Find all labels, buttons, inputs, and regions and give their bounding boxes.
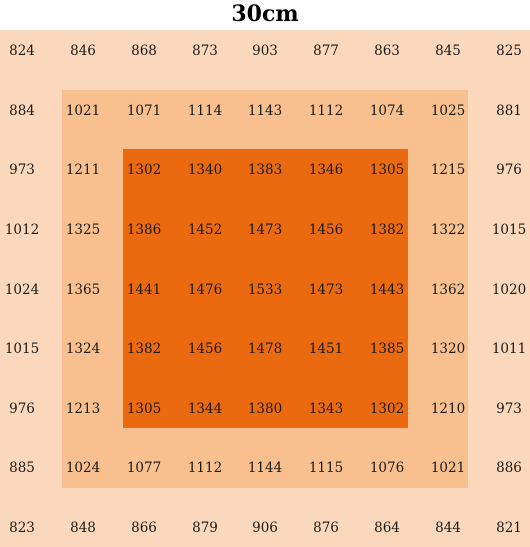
grid-cell: 1385	[369, 341, 405, 357]
grid-cell: 1011	[491, 341, 527, 357]
grid-cell: 1015	[491, 222, 527, 238]
grid-cell: 1362	[430, 282, 466, 298]
grid-cell: 1143	[247, 103, 283, 119]
grid-cell: 1077	[126, 460, 162, 476]
grid-cell: 1302	[369, 401, 405, 417]
grid-cell: 1215	[430, 162, 466, 178]
grid-cell: 1320	[430, 341, 466, 357]
grid-cell: 881	[496, 103, 522, 119]
grid-cell: 868	[131, 43, 157, 59]
grid-cell: 1451	[308, 341, 344, 357]
grid-cell: 1076	[369, 460, 405, 476]
grid-cell: 1325	[65, 222, 101, 238]
grid-cell: 824	[9, 43, 35, 59]
grid-cell: 1476	[187, 282, 223, 298]
grid-cell: 1456	[308, 222, 344, 238]
grid-cell: 1473	[247, 222, 283, 238]
grid-cell: 866	[131, 520, 157, 536]
grid-cell: 976	[496, 162, 522, 178]
grid-cell: 1024	[65, 460, 101, 476]
grid-cell: 1115	[308, 460, 344, 476]
grid-cell: 1074	[369, 103, 405, 119]
grid-cell: 1383	[247, 162, 283, 178]
grid-cell: 1114	[187, 103, 223, 119]
grid-cell: 1456	[187, 341, 223, 357]
grid-cell: 1112	[308, 103, 344, 119]
grid-cell: 1322	[430, 222, 466, 238]
grid-cell: 1210	[430, 401, 466, 417]
grid-cell: 876	[313, 520, 339, 536]
grid-cell: 1382	[369, 222, 405, 238]
grid-cell: 877	[313, 43, 339, 59]
grid-cell: 976	[9, 401, 35, 417]
grid-cell: 1211	[65, 162, 101, 178]
grid-cell: 903	[252, 43, 278, 59]
grid-cell: 1386	[126, 222, 162, 238]
grid-cell: 1112	[187, 460, 223, 476]
grid-cell: 879	[192, 520, 218, 536]
grid-cell: 1021	[65, 103, 101, 119]
grid-cell: 823	[9, 520, 35, 536]
grid-cell: 1324	[65, 341, 101, 357]
grid-cell: 1380	[247, 401, 283, 417]
grid-cell: 1024	[4, 282, 40, 298]
grid-cell: 1305	[126, 401, 162, 417]
grid-cell: 885	[9, 460, 35, 476]
grid-cell: 973	[496, 401, 522, 417]
grid-cell: 1071	[126, 103, 162, 119]
grid-cell: 1344	[187, 401, 223, 417]
grid-cell: 1302	[126, 162, 162, 178]
grid-cell: 1340	[187, 162, 223, 178]
grid-cell: 1452	[187, 222, 223, 238]
grid-cell: 886	[496, 460, 522, 476]
grid-cell: 1025	[430, 103, 466, 119]
grid-cell: 1213	[65, 401, 101, 417]
grid-cell: 1533	[247, 282, 283, 298]
grid-cell: 821	[496, 520, 522, 536]
grid-cell: 1015	[4, 341, 40, 357]
grid-cell: 1441	[126, 282, 162, 298]
grid-cell: 1020	[491, 282, 527, 298]
grid-cell: 1382	[126, 341, 162, 357]
inner-zone	[123, 149, 408, 428]
grid-cell: 973	[9, 162, 35, 178]
grid-cell: 825	[496, 43, 522, 59]
grid-cell: 884	[9, 103, 35, 119]
grid-cell: 1473	[308, 282, 344, 298]
grid-cell: 844	[435, 520, 461, 536]
grid-cell: 1012	[4, 222, 40, 238]
grid-cell: 1365	[65, 282, 101, 298]
grid-cell: 848	[70, 520, 96, 536]
grid-cell: 873	[192, 43, 218, 59]
grid-cell: 845	[435, 43, 461, 59]
grid-cell: 1443	[369, 282, 405, 298]
grid-cell: 1478	[247, 341, 283, 357]
grid-cell: 1305	[369, 162, 405, 178]
diagram-title: 30cm	[231, 1, 299, 27]
grid-cell: 846	[70, 43, 96, 59]
grid-cell: 906	[252, 520, 278, 536]
grid-cell: 1144	[247, 460, 283, 476]
grid-cell: 1346	[308, 162, 344, 178]
grid-cell: 863	[374, 43, 400, 59]
grid-cell: 1021	[430, 460, 466, 476]
grid-cell: 864	[374, 520, 400, 536]
grid-cell: 1343	[308, 401, 344, 417]
